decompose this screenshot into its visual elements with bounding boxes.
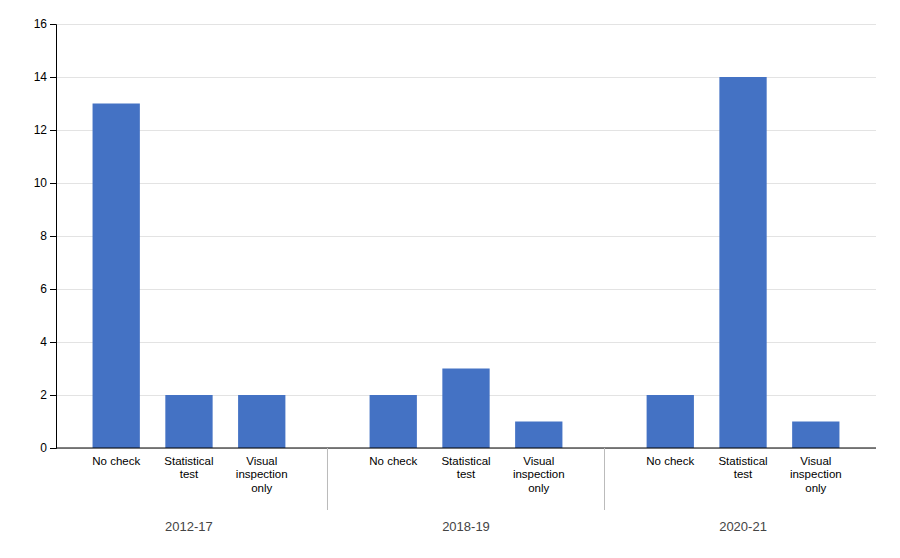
x-tick: Visualinspection only [236, 455, 288, 493]
y-tick-label: 10 [34, 176, 48, 190]
y-tick: 12 [34, 123, 56, 137]
x-tick-label-line: Visual [246, 455, 277, 467]
y-tick-mark [50, 289, 56, 290]
y-tick: 10 [34, 176, 56, 190]
group-label: 2012-17 [165, 519, 213, 534]
bar-group [370, 369, 563, 449]
x-tick: Statisticaltest [164, 455, 213, 480]
grid-tick [56, 448, 876, 449]
y-tick: 0 [40, 441, 56, 455]
y-axis: 0 2 4 6 8 10 12 14 16 [34, 17, 57, 455]
y-tick: 14 [34, 70, 56, 84]
x-tick: No check [92, 455, 140, 467]
bar [515, 422, 562, 449]
y-tick: 6 [40, 282, 56, 296]
x-tick-label: Statisticaltest [441, 455, 490, 480]
y-tick: 16 [34, 17, 56, 31]
x-tick-label-line: only [251, 482, 272, 494]
x-tick-label: No check [92, 455, 140, 467]
y-tick-mark [50, 448, 56, 449]
group-separator [327, 448, 328, 510]
bar [93, 104, 140, 449]
x-tick-label-line: only [805, 482, 826, 494]
x-tick-label: No check [369, 455, 417, 467]
bar [792, 422, 839, 449]
group-label: 2020-21 [719, 519, 767, 534]
y-axis-line [50, 25, 57, 449]
y-tick-label: 6 [40, 282, 47, 296]
y-tick-label: 0 [40, 441, 47, 455]
group-label: 2018-19 [442, 519, 490, 534]
y-grid [56, 25, 876, 449]
x-tick-label-line: only [528, 482, 549, 494]
x-tick-label-line: test [457, 468, 476, 480]
x-tick-label: Visualinspection only [513, 455, 565, 493]
x-tick-label: No check [646, 455, 694, 467]
bar [370, 395, 417, 448]
y-tick: 8 [40, 229, 56, 243]
x-axis-group: No check Statisticaltest Visualinspection o… [369, 455, 564, 493]
x-tick-label-line: Statistical [718, 455, 767, 467]
y-tick-label: 14 [34, 70, 48, 84]
y-tick-mark [50, 24, 56, 25]
y-tick-label: 4 [40, 335, 47, 349]
grid-line [56, 24, 876, 25]
x-tick: No check [646, 455, 694, 467]
chart-svg: 0246810121416No checkStatisticaltestVisu… [0, 0, 900, 558]
x-tick-label: Visualinspection only [236, 455, 288, 493]
x-tick-label: Statisticaltest [718, 455, 767, 480]
y-tick-mark [50, 130, 56, 131]
bar [165, 395, 212, 448]
x-axis-group: No check Statisticaltest Visualinspection o… [92, 455, 287, 493]
y-tick-mark [50, 183, 56, 184]
y-tick-mark [50, 342, 56, 343]
x-tick: Statisticaltest [718, 455, 767, 480]
bar [647, 395, 694, 448]
x-tick-label: Visualinspection only [790, 455, 842, 493]
x-tick: Statisticaltest [441, 455, 490, 480]
x-tick-label-line: test [734, 468, 753, 480]
chart-container: 0246810121416No checkStatisticaltestVisu… [0, 0, 900, 558]
grid-line [56, 448, 876, 449]
x-tick-label: Statisticaltest [164, 455, 213, 480]
bar [238, 395, 285, 448]
y-tick-label: 2 [40, 388, 47, 402]
group-separator [604, 448, 605, 510]
y-tick-label: 12 [34, 123, 48, 137]
x-baseline [56, 448, 876, 449]
bars [93, 77, 840, 448]
bar [442, 369, 489, 449]
x-tick-label-line: No check [369, 455, 417, 467]
x-tick-label-line: Statistical [164, 455, 213, 467]
x-tick: Visualinspection only [790, 455, 842, 493]
x-tick-label-line: Visual [800, 455, 831, 467]
x-tick: Visualinspection only [513, 455, 565, 493]
y-tick-mark [50, 236, 56, 237]
y-tick: 4 [40, 335, 56, 349]
x-tick-label-line: test [180, 468, 199, 480]
y-tick: 2 [40, 388, 56, 402]
bar [719, 77, 766, 448]
x-tick-label-line: inspection [513, 468, 565, 480]
bar-group [93, 104, 286, 449]
y-tick-label: 8 [40, 229, 47, 243]
y-tick-mark [50, 395, 56, 396]
y-tick-label: 16 [34, 17, 48, 31]
x-tick-label-line: inspection [236, 468, 288, 480]
x-tick-label-line: No check [92, 455, 140, 467]
x-tick-label-line: Visual [523, 455, 554, 467]
x-tick-label-line: Statistical [441, 455, 490, 467]
x-tick-label-line: inspection [790, 468, 842, 480]
grid-tick [56, 24, 876, 25]
bar-group [647, 77, 840, 448]
x-tick-label-line: No check [646, 455, 694, 467]
plot-root: 0246810121416No checkStatisticaltestVisu… [34, 17, 876, 534]
x-tick: No check [369, 455, 417, 467]
x-axis-group: No check Statisticaltest Visualinspection o… [646, 455, 841, 493]
y-tick-mark [50, 77, 56, 78]
